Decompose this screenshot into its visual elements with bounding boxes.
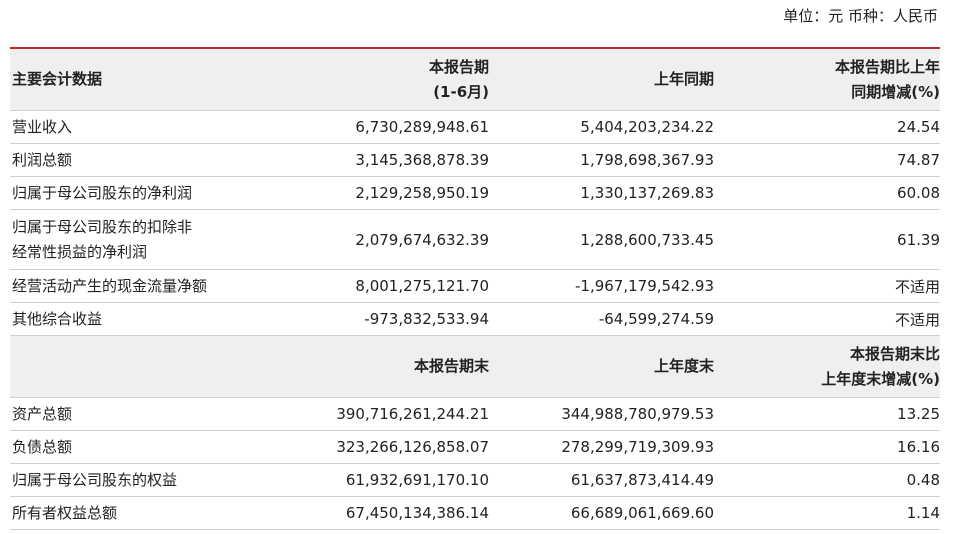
value-cell: 61.39 bbox=[897, 230, 940, 249]
header-cell: 上年度末 bbox=[489, 354, 714, 379]
row-label: 资产总额 bbox=[10, 402, 274, 427]
header-text: 上年度末 bbox=[653, 357, 714, 375]
value-cell: 5,404,203,234.22 bbox=[580, 118, 714, 136]
value-cell: 323,266,126,858.07 bbox=[336, 438, 489, 456]
header-cell: 本报告期末 bbox=[274, 354, 489, 379]
header-text: 上年同期 bbox=[653, 70, 714, 88]
row-label: 负债总额 bbox=[10, 435, 274, 460]
label-text: 负债总额 bbox=[12, 437, 73, 456]
value-cell: 6,730,289,948.61 bbox=[355, 118, 489, 136]
data-row: 归属于母公司股东的权益 61,932,691,170.10 61,637,873,4… bbox=[10, 464, 940, 497]
value-cell: 1.14 bbox=[906, 504, 940, 522]
header-cell: 本报告期末比上年度末增减(%) bbox=[714, 342, 940, 392]
value-cell: 390,716,261,244.21 bbox=[336, 405, 489, 423]
value-cell: 8,001,275,121.70 bbox=[355, 277, 489, 295]
data-row: 负债总额 323,266,126,858.07 278,299,719,309.93… bbox=[10, 431, 940, 464]
data-row: 经营活动产生的现金流量净额 8,001,275,121.70 -1,967,179,… bbox=[10, 270, 940, 303]
value-cell: 278,299,719,309.93 bbox=[561, 438, 714, 456]
data-row: 营业收入 6,730,289,948.61 5,404,203,234.22 24.5… bbox=[10, 111, 940, 144]
value-cell: 2,079,674,632.39 bbox=[355, 230, 489, 249]
label-text: 营业收入 bbox=[12, 117, 73, 136]
label-text: 其他综合收益 bbox=[12, 309, 103, 328]
value-cell: -973,832,533.94 bbox=[364, 310, 489, 328]
header-cell: 本报告期比上年同期增减(%) bbox=[714, 55, 940, 105]
row-label: 归属于母公司股东的权益 bbox=[10, 468, 274, 493]
value-cell: 1,798,698,367.93 bbox=[580, 151, 714, 169]
value-cell: 1,288,600,733.45 bbox=[580, 230, 714, 249]
value-cell: 2,129,258,950.19 bbox=[355, 184, 489, 202]
header-cell: 上年同期 bbox=[489, 67, 714, 92]
header-row: 主要会计数据 本报告期 (1-6月) 上年同期 本报告期比上年 同期增减(%) bbox=[10, 49, 940, 111]
value-cell: 1,330,137,269.83 bbox=[580, 184, 714, 202]
data-row: 所有者权益总额 67,450,134,386.14 66,689,061,669.6… bbox=[10, 497, 940, 530]
data-row: 其他综合收益 -973,832,533.94 -64,599,274.59 不适用 bbox=[10, 303, 940, 336]
header-text: 本报告期 bbox=[428, 57, 489, 76]
data-row: 利润总额 3,145,368,878.39 1,798,698,367.93 74.8… bbox=[10, 144, 940, 177]
value-cell: 61,932,691,170.10 bbox=[345, 471, 489, 489]
header-text: (1-6月) bbox=[433, 82, 489, 101]
row-label: 利润总额 bbox=[10, 148, 274, 173]
value-cell: 67,450,134,386.14 bbox=[345, 504, 489, 522]
header-text: 同期增减(%) bbox=[851, 82, 940, 101]
value-cell: 74.87 bbox=[897, 151, 940, 169]
row-label: 经营活动产生的现金流量净额 bbox=[10, 274, 274, 299]
data-row: 归属于母公司股东的扣除非 经常性损益的净利润 2,079,674,632.39 1,2… bbox=[10, 210, 940, 270]
header-cell: 主要会计数据 bbox=[10, 67, 274, 92]
value-cell: 61,637,873,414.49 bbox=[570, 471, 714, 489]
data-row: 资产总额 390,716,261,244.21 344,988,780,979.53… bbox=[10, 398, 940, 431]
financial-table: 主要会计数据 本报告期 (1-6月) 上年同期 本报告期比上年 同期增减(%) 营业收入 6,… bbox=[10, 47, 940, 530]
data-row: 归属于母公司股东的净利润 2,129,258,950.19 1,330,137,26… bbox=[10, 177, 940, 210]
header-text: 本报告期末 bbox=[413, 357, 489, 375]
header-text: 主要会计数据 bbox=[12, 70, 103, 88]
value-cell: 13.25 bbox=[897, 405, 940, 423]
value-cell: 60.08 bbox=[897, 184, 940, 202]
label-text: 归属于母公司股东的扣除非 bbox=[12, 217, 193, 236]
label-text: 归属于母公司股东的权益 bbox=[12, 470, 178, 489]
row-label: 归属于母公司股东的净利润 bbox=[10, 181, 274, 206]
value-cell: 3,145,368,878.39 bbox=[355, 151, 489, 169]
header-row: 本报告期末 上年度末 本报告期末比 上年度末增减(%) bbox=[10, 336, 940, 398]
header-text: 本报告期比上年 bbox=[834, 57, 940, 76]
row-label: 其他综合收益 bbox=[10, 307, 274, 332]
label-text: 所有者权益总额 bbox=[12, 503, 118, 522]
value-cell: 66,689,061,669.60 bbox=[570, 504, 714, 522]
label-text: 经常性损益的净利润 bbox=[12, 242, 148, 261]
value-cell: -64,599,274.59 bbox=[598, 310, 714, 328]
value-cell: 不适用 bbox=[894, 277, 940, 296]
value-cell: 16.16 bbox=[897, 438, 940, 456]
label-text: 资产总额 bbox=[12, 404, 73, 423]
row-label: 所有者权益总额 bbox=[10, 501, 274, 526]
row-label: 营业收入 bbox=[10, 115, 274, 140]
value-cell: 不适用 bbox=[894, 310, 940, 329]
header-cell: 本报告期 (1-6月) bbox=[274, 55, 489, 105]
label-text: 利润总额 bbox=[12, 150, 73, 169]
row-label: 归属于母公司股东的扣除非 经常性损益的净利润 bbox=[10, 215, 274, 265]
unit-note: 单位：元 币种：人民币 bbox=[783, 7, 938, 25]
value-cell: -1,967,179,542.93 bbox=[574, 277, 714, 295]
header-text: 本报告期末比 bbox=[849, 344, 940, 363]
value-cell: 0.48 bbox=[906, 471, 940, 489]
value-cell: 344,988,780,979.53 bbox=[561, 405, 714, 423]
value-cell: 24.54 bbox=[897, 118, 940, 136]
label-text: 经营活动产生的现金流量净额 bbox=[12, 276, 208, 295]
header-text: 上年度末增减(%) bbox=[821, 369, 940, 388]
label-text: 归属于母公司股东的净利润 bbox=[12, 183, 193, 202]
